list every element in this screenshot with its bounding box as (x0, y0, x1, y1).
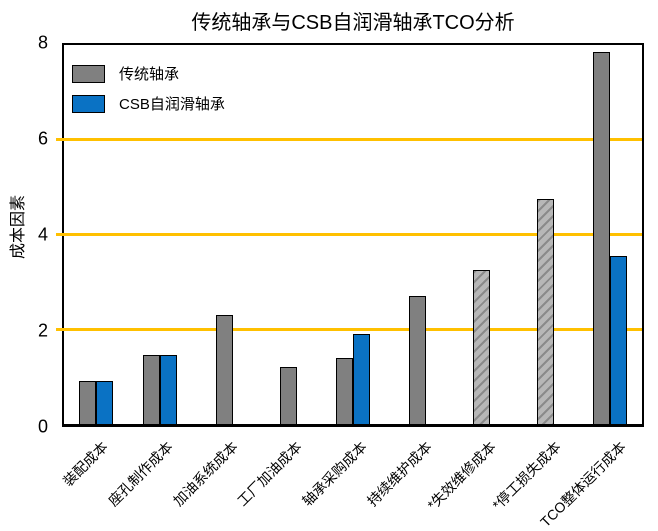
bar-group-0 (64, 45, 128, 424)
bar-group-4 (321, 45, 385, 424)
bar-traditional-4 (335, 357, 353, 424)
bar-csb-1 (160, 355, 178, 424)
x-tick-label-4: 轴承采购成本 (299, 438, 370, 510)
y-tick-label-4: 4 (37, 224, 48, 245)
chart-title: 传统轴承与CSB自润滑轴承TCO分析 (191, 12, 515, 34)
bar-csb-0 (96, 381, 114, 424)
bar-traditional-1 (143, 355, 161, 424)
plot-area: 传统轴承 CSB自润滑轴承 (56, 43, 644, 427)
x-tick-label-6: *失效维修成本 (424, 438, 500, 513)
x-tick-label-1: 座孔制作成本 (105, 438, 176, 510)
bar-group-6 (449, 45, 513, 424)
y-tick-label-6: 6 (37, 128, 48, 149)
bar-traditional-5 (408, 296, 426, 424)
legend-label-traditional: 传统轴承 (119, 66, 180, 83)
bar-traditional-7 (537, 198, 555, 424)
bar-group-2 (192, 45, 256, 424)
bar-traditional-8 (592, 52, 610, 424)
x-tick-label-2: 加油系统成本 (169, 438, 241, 510)
y-tick-label-8: 8 (37, 32, 48, 53)
bar-traditional-0 (79, 381, 97, 424)
bar-group-5 (385, 45, 449, 424)
legend-swatch-traditional (72, 64, 105, 83)
legend-entry-traditional: 传统轴承 (72, 63, 225, 84)
x-tick-label-3: 工厂加油成本 (234, 438, 306, 510)
gridline-y2 (56, 327, 642, 331)
x-tick-label-0: 装配成本 (60, 438, 112, 490)
y-tick-label-2: 2 (37, 320, 48, 341)
bars-layer (64, 45, 642, 424)
y-tick-label-0: 0 (37, 416, 48, 437)
bar-group-1 (128, 45, 192, 424)
legend-label-csb: CSB自润滑轴承 (119, 96, 225, 113)
x-axis-labels: 装配成本 座孔制作成本 加油系统成本 工厂加油成本 轴承采购成本 持续维护成本 *失效维修成… (60, 429, 644, 530)
bar-traditional-3 (280, 367, 298, 424)
bar-group-7 (514, 45, 578, 424)
legend: 传统轴承 CSB自润滑轴承 (72, 63, 225, 114)
gridline-y4 (56, 233, 642, 236)
bar-group-3 (257, 45, 321, 424)
bar-csb-4 (352, 334, 370, 424)
y-axis-ticks: 0 2 4 6 8 (0, 33, 54, 437)
legend-swatch-csb (72, 94, 105, 113)
bar-traditional-2 (216, 315, 234, 424)
bar-csb-8 (609, 255, 627, 424)
bar-traditional-6 (472, 270, 490, 424)
bar-group-8 (578, 45, 642, 424)
legend-entry-csb: CSB自润滑轴承 (72, 93, 225, 114)
gridline-y6 (56, 138, 642, 142)
